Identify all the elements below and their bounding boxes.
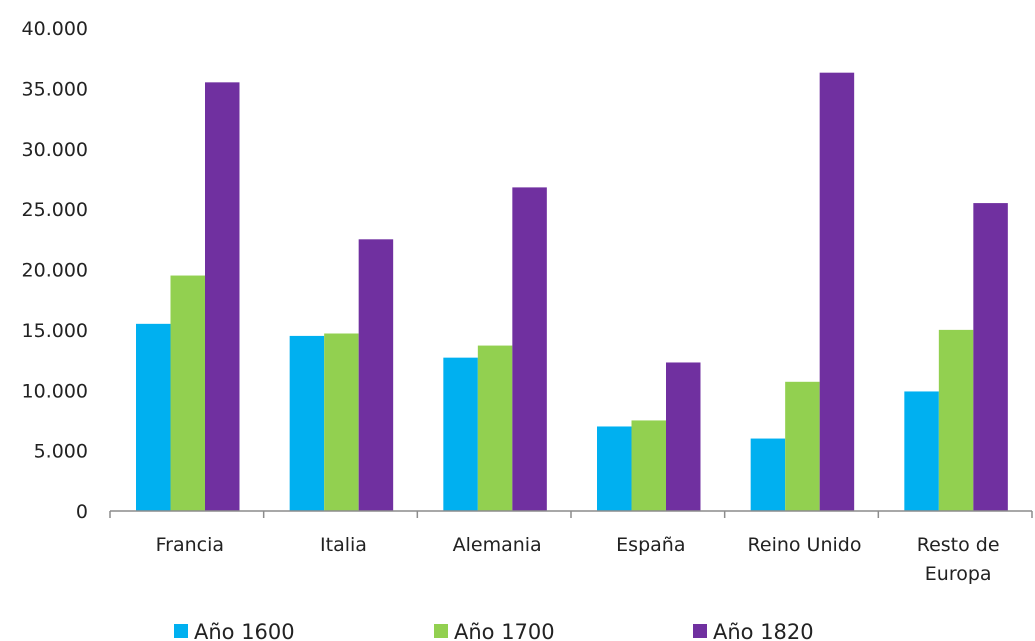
x-category-label: Resto de	[917, 534, 1000, 556]
bar	[631, 420, 666, 511]
bar	[938, 329, 974, 511]
bar	[324, 333, 359, 511]
legend-swatch	[434, 624, 448, 638]
bar	[443, 357, 478, 511]
legend-label: Año 1600	[194, 620, 295, 641]
legend-label: Año 1820	[713, 620, 814, 641]
legend: Año 1600 Año 1700 Año 1820	[174, 620, 814, 641]
y-tick-label: 0	[76, 501, 88, 523]
x-axis-ticks	[109, 511, 1033, 518]
bar	[205, 82, 240, 512]
bar	[973, 203, 1008, 511]
bar	[750, 438, 786, 511]
x-category-label: Europa	[925, 563, 992, 585]
y-tick-label: 10.000	[22, 380, 88, 402]
bar	[512, 187, 547, 511]
y-tick-label: 5.000	[34, 441, 88, 463]
bar	[785, 381, 820, 511]
bar	[170, 275, 205, 511]
bar	[597, 426, 632, 511]
bar	[904, 391, 939, 511]
legend-swatch	[174, 624, 188, 638]
bar	[819, 72, 855, 512]
x-axis-category-labels: Francia Italia Alemania España Reino Unido Re…	[156, 534, 1000, 585]
y-tick-label: 40.000	[22, 18, 88, 40]
bar	[289, 335, 325, 511]
legend-swatch	[693, 624, 707, 638]
bars	[136, 72, 1008, 512]
bar	[136, 323, 171, 511]
x-category-label: Italia	[320, 534, 367, 556]
x-category-label: Reino Unido	[748, 534, 862, 556]
bar	[477, 345, 513, 511]
legend-label: Año 1700	[454, 620, 555, 641]
y-tick-label: 15.000	[22, 320, 88, 342]
y-tick-label: 20.000	[22, 260, 88, 282]
bar	[358, 239, 394, 511]
x-category-label: España	[616, 534, 685, 556]
y-tick-label: 30.000	[22, 139, 88, 161]
x-category-label: Francia	[156, 534, 224, 556]
y-axis-tick-labels: 0 5.000 10.000 15.000 20.000 25.000 30.000 35.0…	[22, 18, 88, 523]
y-tick-label: 35.000	[22, 78, 88, 100]
bar	[666, 362, 701, 511]
x-category-label: Alemania	[453, 534, 542, 556]
y-tick-label: 25.000	[22, 199, 88, 221]
